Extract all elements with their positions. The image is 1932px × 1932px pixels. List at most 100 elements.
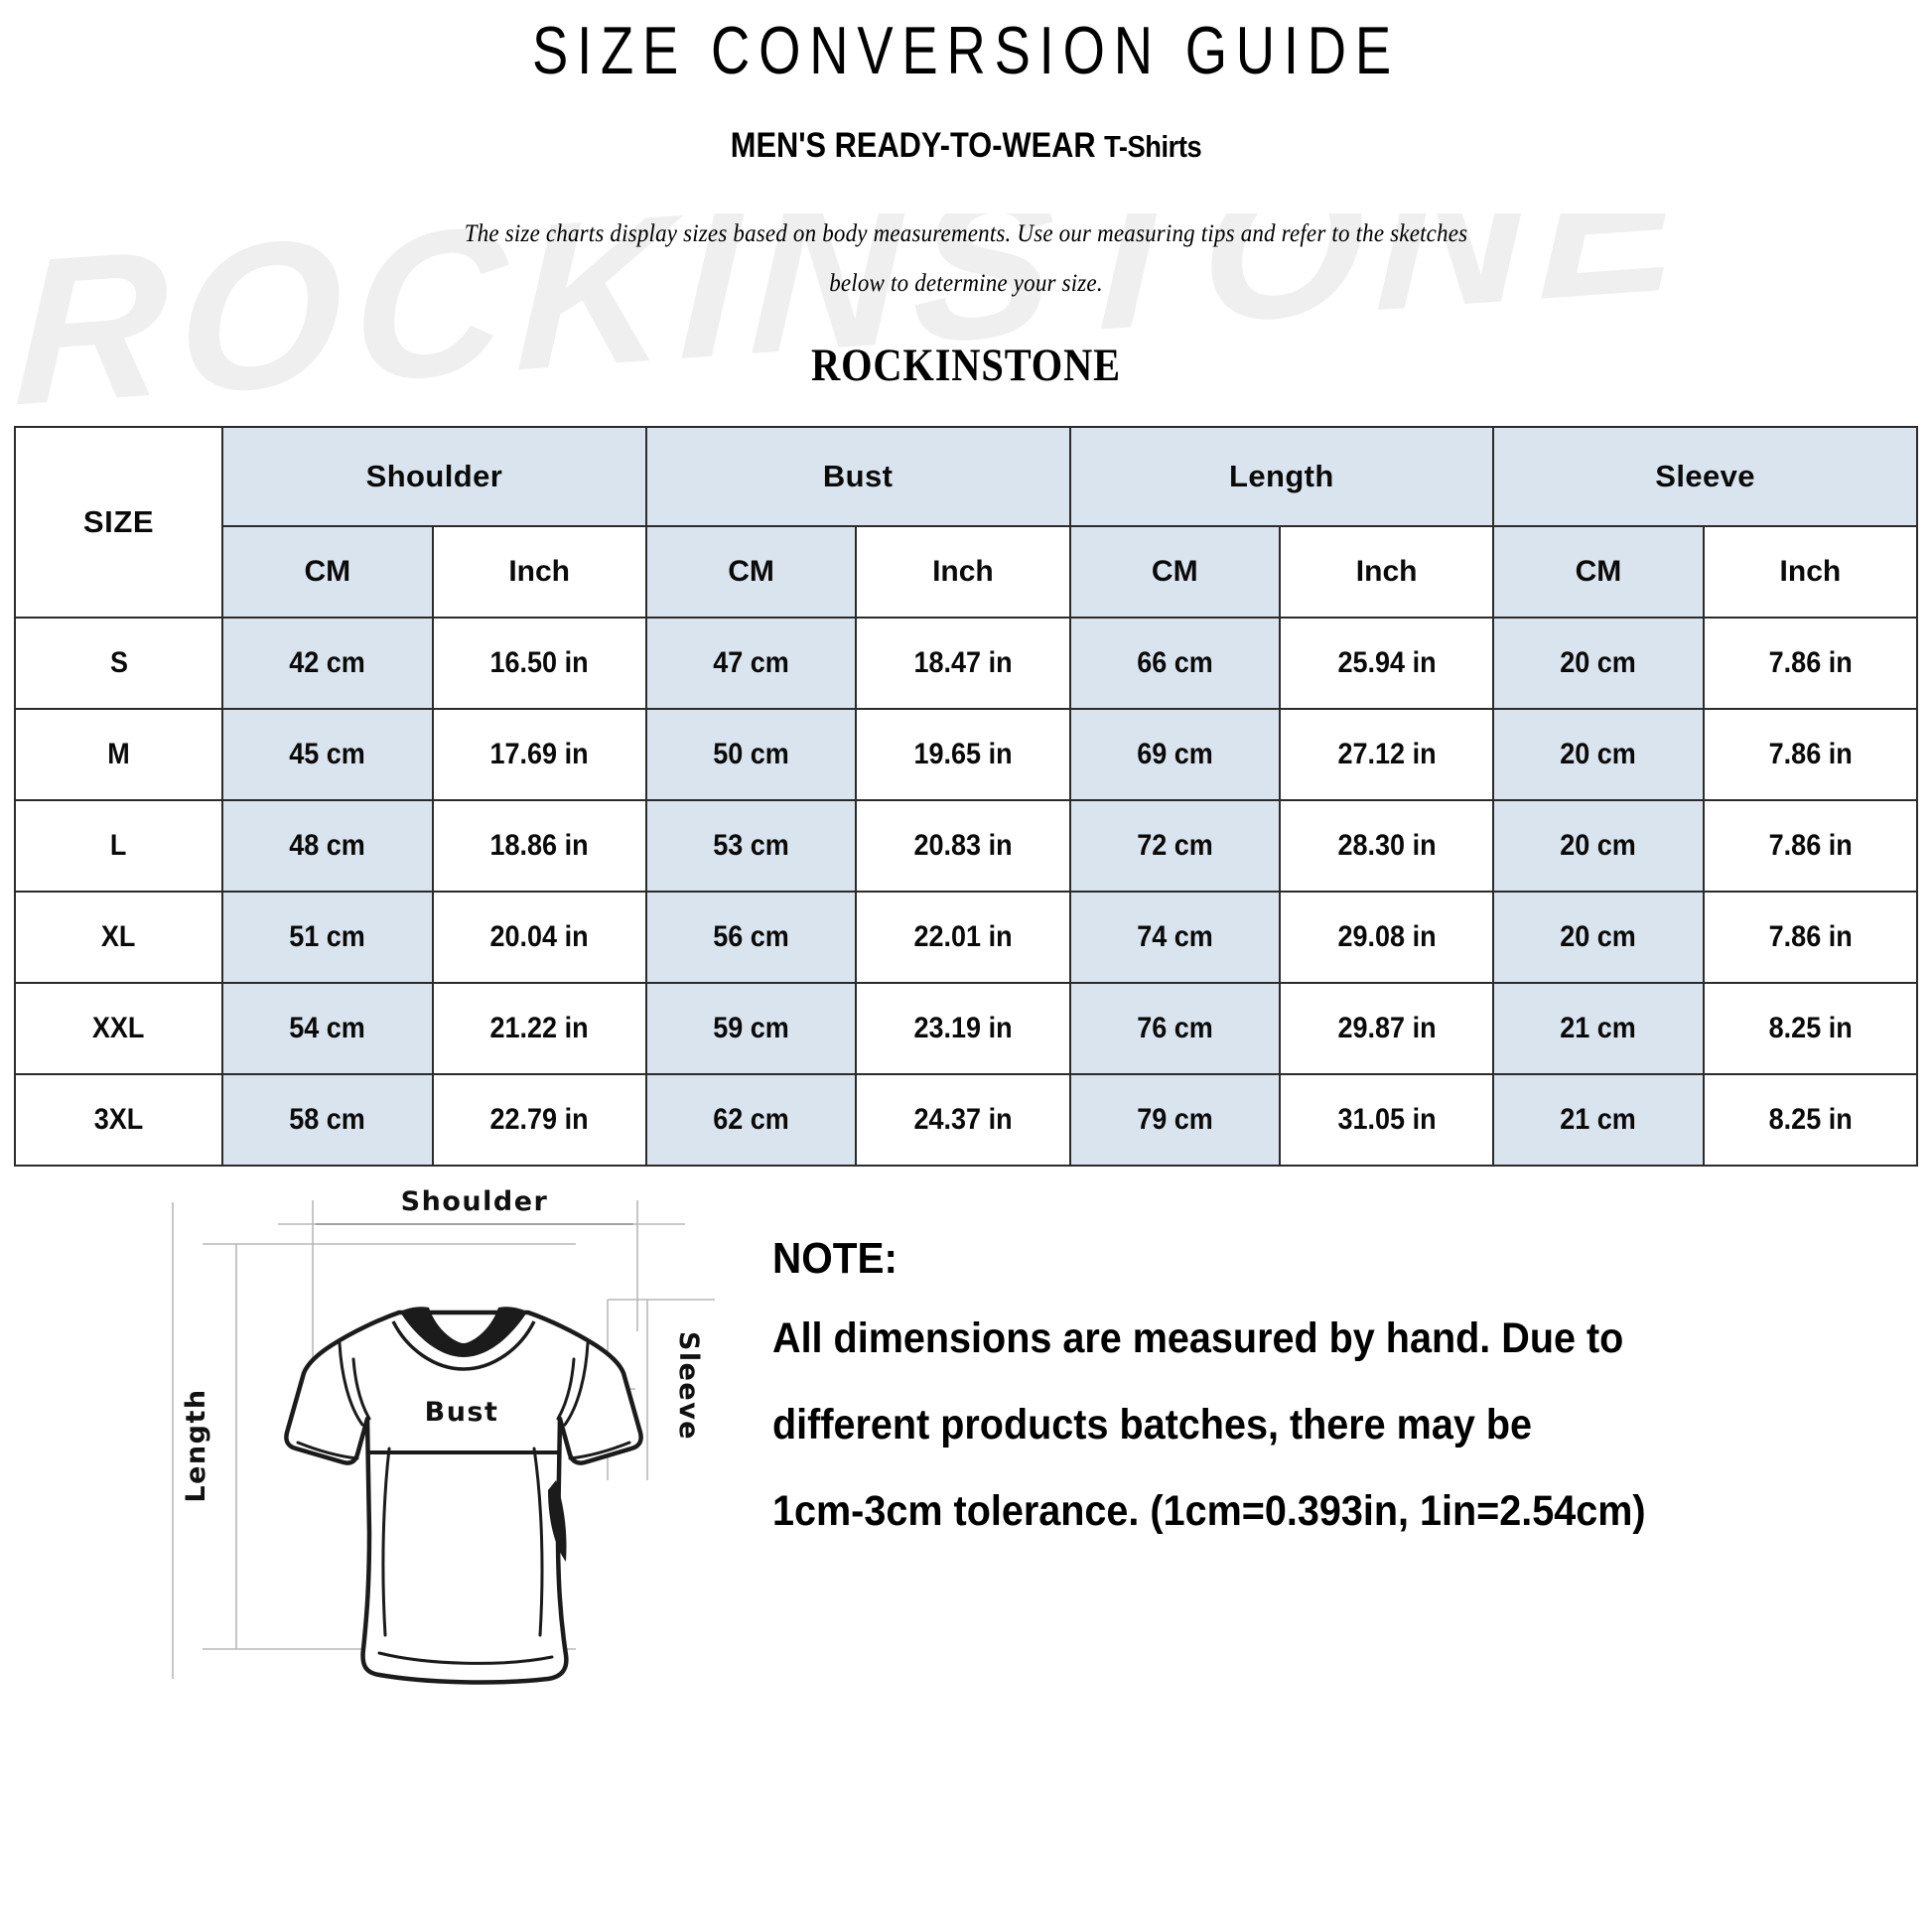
cell-sleeve-cm: 20 cm: [1560, 737, 1637, 770]
page-header: SIZE CONVERSION GUIDE MEN'S READY-TO-WEA…: [0, 0, 1932, 392]
tshirt-sleeve-folds: [296, 1341, 631, 1460]
cell-length-inch: 29.87 in: [1337, 1011, 1437, 1044]
diagram-label-length: Length: [181, 1388, 211, 1502]
page-description: The size charts display sizes based on b…: [464, 166, 1468, 309]
cell-length-cm: 72 cm: [1136, 828, 1213, 862]
tshirt-collar-line: [391, 1320, 536, 1371]
subtitle-category: MEN'S READY-TO-WEAR: [730, 125, 1096, 165]
cell-shoulder-inch: 18.86 in: [489, 828, 589, 862]
table-body: S 42 cm 16.50 in 47 cm 18.47 in 66 cm 25…: [13, 616, 1919, 1167]
cell-bust-inch: 24.37 in: [913, 1102, 1013, 1136]
cell-length-inch: 25.94 in: [1337, 645, 1437, 679]
page-title: SIZE CONVERSION GUIDE: [532, 13, 1400, 88]
table-row: L 48 cm 18.86 in 53 cm 20.83 in 72 cm 28…: [13, 798, 1919, 893]
tshirt-collar: [400, 1307, 527, 1357]
cell-length-cm: 76 cm: [1136, 1011, 1213, 1044]
note-line-1: All dimensions are measured by hand. Due…: [772, 1313, 1624, 1362]
cell-bust-cm: 53 cm: [713, 828, 789, 862]
diagram-label-shoulder: Shoulder: [401, 1186, 549, 1217]
cell-sleeve-cm: 20 cm: [1560, 645, 1637, 679]
tshirt-side-shadow: [548, 1479, 567, 1562]
description-line-2: below to determine your size.: [829, 269, 1103, 297]
table-row: M 45 cm 17.69 in 50 cm 19.65 in 69 cm 27…: [13, 707, 1919, 801]
header-unit-sleeve-inch: Inch: [1702, 524, 1919, 619]
table-unit-header-row: CM Inch CM Inch CM Inch CM Inch: [15, 524, 1919, 619]
cell-shoulder-inch: 22.79 in: [489, 1102, 589, 1136]
cell-shoulder-cm: 54 cm: [289, 1011, 366, 1044]
cell-bust-cm: 62 cm: [713, 1102, 789, 1136]
page-subtitle: MEN'S READY-TO-WEAR T-Shirts: [116, 88, 1816, 166]
row-size-label: M: [107, 737, 130, 770]
header-unit-bust-inch: Inch: [855, 524, 1071, 619]
cell-sleeve-inch: 8.25 in: [1768, 1102, 1853, 1136]
table-row: S 42 cm 16.50 in 47 cm 18.47 in 66 cm 25…: [13, 616, 1919, 710]
note-line-3: 1cm-3cm tolerance. (1cm=0.393in, 1in=2.5…: [772, 1486, 1646, 1535]
cell-sleeve-cm: 20 cm: [1560, 919, 1637, 953]
cell-sleeve-inch: 7.86 in: [1768, 919, 1853, 953]
diagram-label-sleeve: Sleeve: [673, 1331, 704, 1441]
bottom-section: Shoulder Bust Length Sleeve NOTE: All di…: [0, 1182, 1932, 1689]
cell-length-cm: 74 cm: [1136, 919, 1213, 953]
row-size-label: L: [110, 828, 127, 862]
cell-length-cm: 79 cm: [1136, 1102, 1213, 1136]
cell-sleeve-cm: 21 cm: [1560, 1102, 1637, 1136]
cell-length-inch: 28.30 in: [1337, 828, 1437, 862]
row-size-label: S: [109, 645, 128, 679]
cell-sleeve-inch: 7.86 in: [1768, 828, 1853, 862]
note-line-2: different products batches, there may be: [772, 1400, 1533, 1449]
cell-sleeve-inch: 7.86 in: [1768, 737, 1853, 770]
brand-name: ROCKINSTONE: [811, 339, 1121, 391]
cell-sleeve-inch: 7.86 in: [1768, 645, 1853, 679]
cell-bust-inch: 23.19 in: [913, 1011, 1013, 1044]
header-unit-shoulder-inch: Inch: [431, 524, 647, 619]
size-table-container: SIZE Shoulder Bust Length Sleeve CM Inch…: [13, 425, 1919, 1167]
cell-length-cm: 66 cm: [1136, 645, 1213, 679]
size-conversion-table: SIZE Shoulder Bust Length Sleeve CM Inch…: [13, 425, 1919, 1167]
cell-bust-inch: 19.65 in: [913, 737, 1013, 770]
cell-bust-cm: 59 cm: [713, 1011, 789, 1044]
header-unit-length-inch: Inch: [1279, 524, 1495, 619]
table-group-header-row: SIZE Shoulder Bust Length Sleeve: [13, 425, 1918, 619]
header-group-length: Length: [1068, 425, 1495, 527]
table-row: XXL 54 cm 21.22 in 59 cm 23.19 in 76 cm …: [13, 981, 1919, 1075]
table-row: XL 51 cm 20.04 in 56 cm 22.01 in 74 cm 2…: [13, 890, 1919, 984]
cell-bust-inch: 22.01 in: [913, 919, 1013, 953]
cell-shoulder-cm: 58 cm: [289, 1102, 366, 1136]
header-group-sleeve: Sleeve: [1492, 425, 1918, 527]
header-group-bust: Bust: [644, 425, 1071, 527]
cell-bust-inch: 18.47 in: [913, 645, 1013, 679]
description-line-1: The size charts display sizes based on b…: [464, 219, 1468, 247]
tshirt-outline: [284, 1310, 643, 1685]
cell-shoulder-inch: 21.22 in: [489, 1011, 589, 1044]
note-title: NOTE:: [772, 1233, 897, 1283]
cell-bust-cm: 56 cm: [713, 919, 789, 953]
row-size-label: XXL: [92, 1011, 145, 1044]
header-size: SIZE: [13, 425, 224, 619]
table-row: 3XL 58 cm 22.79 in 62 cm 24.37 in 79 cm …: [13, 1072, 1919, 1167]
cell-shoulder-cm: 51 cm: [289, 919, 366, 953]
header-unit-sleeve-cm: CM: [1492, 524, 1705, 619]
row-size-label: XL: [101, 919, 136, 953]
note-section: NOTE: All dimensions are measured by han…: [755, 1182, 1932, 1577]
cell-length-inch: 29.08 in: [1337, 919, 1437, 953]
cell-shoulder-cm: 45 cm: [289, 737, 366, 770]
header-unit-shoulder-cm: CM: [221, 524, 434, 619]
row-size-label: 3XL: [93, 1102, 144, 1136]
cell-shoulder-inch: 17.69 in: [489, 737, 589, 770]
subtitle-product: T-Shirts: [1104, 128, 1202, 164]
cell-bust-cm: 50 cm: [713, 737, 789, 770]
cell-sleeve-cm: 21 cm: [1560, 1011, 1637, 1044]
diagram-label-bust: Bust: [425, 1397, 499, 1428]
tshirt-measurement-diagram: Shoulder Bust Length Sleeve: [159, 1182, 755, 1689]
cell-length-cm: 69 cm: [1136, 737, 1213, 770]
header-group-shoulder: Shoulder: [221, 425, 647, 527]
tshirt-body-folds: [377, 1447, 554, 1665]
cell-bust-cm: 47 cm: [713, 645, 789, 679]
cell-length-inch: 27.12 in: [1337, 737, 1437, 770]
cell-sleeve-cm: 20 cm: [1560, 828, 1637, 862]
cell-shoulder-inch: 16.50 in: [489, 645, 589, 679]
cell-shoulder-cm: 42 cm: [289, 645, 366, 679]
cell-shoulder-inch: 20.04 in: [489, 919, 589, 953]
header-unit-length-cm: CM: [1068, 524, 1282, 619]
cell-shoulder-cm: 48 cm: [289, 828, 366, 862]
